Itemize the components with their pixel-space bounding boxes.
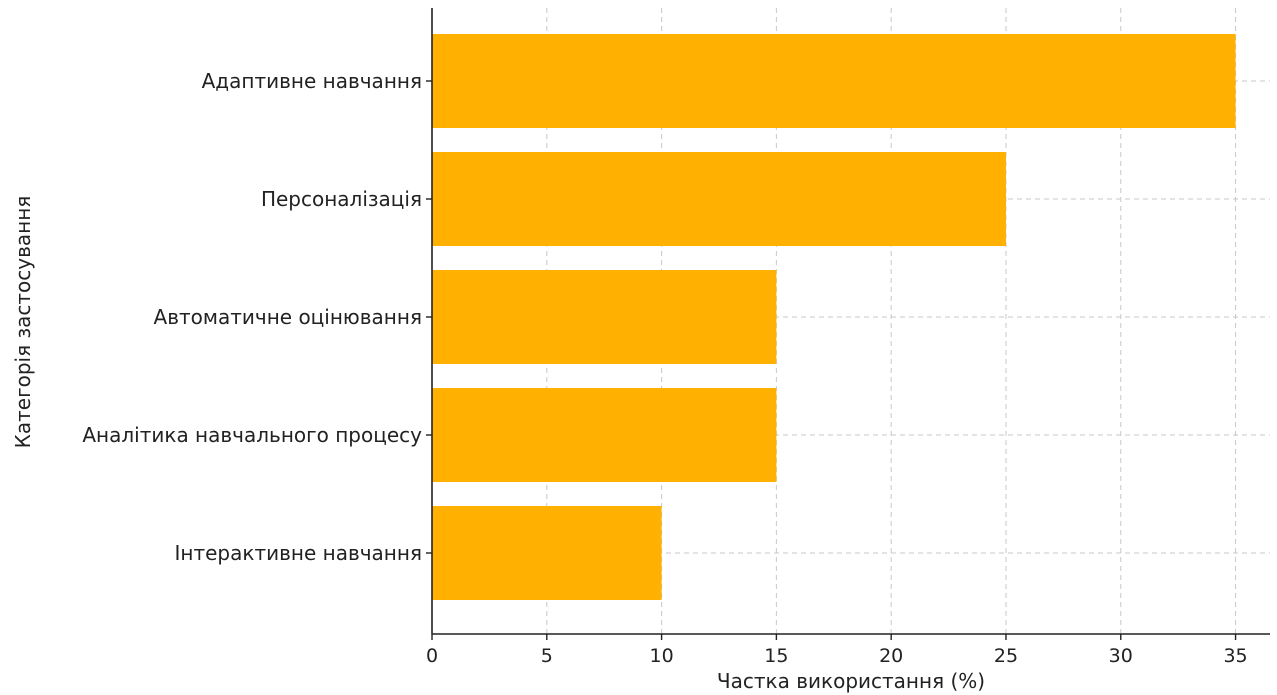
x-tick-label: 0 bbox=[426, 645, 438, 667]
x-ticks: 0 5 10 15 20 25 30 35 bbox=[426, 634, 1248, 667]
axes bbox=[431, 8, 1270, 635]
x-tick-label: 35 bbox=[1223, 645, 1247, 667]
x-tick-label: 25 bbox=[994, 645, 1018, 667]
y-axis-label: Категорія застосування bbox=[11, 196, 35, 449]
y-tick-label: Автоматичне оцінювання bbox=[154, 305, 422, 329]
x-tick-label: 30 bbox=[1109, 645, 1133, 667]
bar bbox=[432, 506, 662, 600]
x-axis-label: Частка використання (%) bbox=[717, 669, 985, 693]
x-tick-label: 10 bbox=[649, 645, 673, 667]
y-tick-label: Інтерактивне навчання bbox=[174, 541, 422, 565]
x-tick-label: 20 bbox=[879, 645, 903, 667]
y-ticks: Адаптивне навчання Персоналізація Автомати… bbox=[82, 69, 432, 565]
x-tick-label: 15 bbox=[764, 645, 788, 667]
y-tick-label: Адаптивне навчання bbox=[202, 69, 422, 93]
x-tick-label: 5 bbox=[541, 645, 553, 667]
bar bbox=[432, 270, 777, 364]
bar bbox=[432, 388, 777, 482]
bar bbox=[432, 34, 1236, 128]
y-tick-label: Аналітика навчального процесу bbox=[82, 423, 422, 447]
y-tick-label: Персоналізація bbox=[261, 187, 422, 211]
bar bbox=[432, 152, 1006, 246]
bars bbox=[432, 34, 1236, 600]
